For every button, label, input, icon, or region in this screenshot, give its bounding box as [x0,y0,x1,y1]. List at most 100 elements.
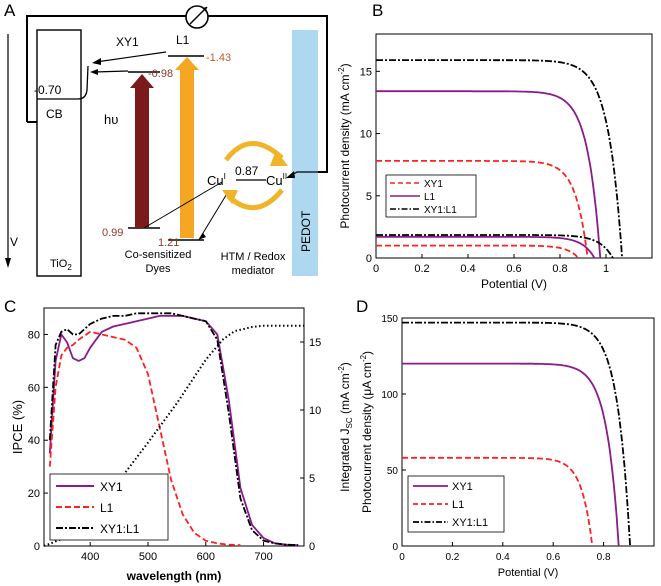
x-tick-label: 500 [139,551,157,563]
y-tick-label: 100 [381,390,398,401]
x-tick-label: 0.8 [552,263,567,275]
x-axis-label: Potential (V) [498,567,559,579]
cu2-label: CuII [266,172,287,188]
l1-dye-label: L1 [176,33,190,47]
panel-label-d: D [356,297,368,316]
y-tick-label: 15 [360,66,372,78]
y-axis-label: Photocurrent density (μA cm-2) [359,351,374,513]
y-tick-label: 40 [28,435,40,447]
htm-caption-line1: HTM / Redox [221,251,286,263]
series-line-l1 [376,90,602,259]
series-line-xy1-l1 [48,312,299,547]
pedot-block [292,30,318,276]
potential-axis-label: V [10,235,18,249]
panel-d-chart: D 0 0.2 0.4 0.6 0.8 0 50 100 150 Potential (V) P… [356,297,655,579]
plot-frame [375,33,653,259]
y-tick-label: 60 [28,382,40,394]
meter-needle-head [202,7,207,12]
series-line-integrated-jsc [43,324,304,547]
y2-tick-label: 10 [309,405,321,417]
redox-arrow-bottom-head [222,190,238,204]
l1-homo-value: 1.21 [158,237,179,249]
y-tick-label: 5 [366,191,372,203]
legend: XY1 L1 XY1:L1 [385,174,477,218]
y2-tick-label: 0 [309,541,315,553]
y-axis-label: IPCE (%) [10,400,25,454]
y2-tick-label: 5 [309,473,315,485]
pedot-to-redox-head [286,171,295,178]
x-tick-label: 0.6 [506,263,521,275]
l1-regeneration-head [198,233,206,240]
redox-arrow-top-head [270,150,288,166]
dyes-caption-line1: Co-sensitized [125,249,192,261]
y-axis-label: Photocurrent density (mA cm-2) [337,63,352,228]
legend-label-xy1: XY1 [452,481,473,493]
pedot-label: PEDOT [299,210,313,252]
y-tick-label: 50 [387,466,399,477]
xy1-injection-head [90,69,98,75]
x-tick-label: 0.2 [445,552,459,563]
xy1-lumo-value: -0.98 [148,68,173,80]
series-line-l1-dark- [376,235,596,259]
tio2-label: TiO2 [50,258,72,272]
x-axis-label: Potential (V) [481,277,547,291]
conduction-band-edge [37,65,89,100]
y2-axis-label: Integrated JSC (mA cm-2) [337,362,354,492]
legend: XY1 L1 XY1:L1 [49,473,169,541]
series-line-xy1-l1-dark- [376,234,614,259]
x-tick-label: 0 [373,263,379,275]
series-line-l1 [402,456,594,547]
series-line-xy1-l1 [402,321,631,547]
y2-tick-label: 15 [309,337,321,349]
redox-potential: 0.87 [235,164,259,178]
cb-level: -0.70 [34,83,62,97]
x-tick-label: 1 [603,263,609,275]
panel-label-b: B [372,1,383,20]
panel-label-a: A [4,1,16,20]
y-tick-label: 10 [360,129,372,141]
y-tick-label: 20 [28,488,40,500]
xy1-injection-arrow [93,70,129,73]
x-tick-label: 0.6 [546,552,560,563]
series-line-xy1 [402,362,620,547]
series-line-l1 [48,330,241,547]
series-line-xy1 [48,315,299,547]
x-tick-label: 0.8 [597,552,611,563]
legend-label-l1: L1 [424,192,436,203]
x-tick-label: 0.4 [496,552,510,563]
y-tick-label: 0 [366,253,372,265]
series-line-xy1-l1 [376,59,623,259]
tio2-block [36,29,82,277]
legend-label-xy1-l1: XY1:L1 [424,205,457,216]
x-tick-label: 0.4 [460,263,475,275]
series-line-xy1-dark- [376,244,580,259]
legend-label-xy1: XY1 [100,480,123,494]
y-tick-label: 80 [28,329,40,341]
xy1-regeneration-line [143,181,223,229]
legend-label-l1: L1 [452,499,464,511]
l1-lumo-value: -1.43 [206,52,231,64]
x-tick-label: 400 [81,551,99,563]
legend-label-xy1: XY1 [424,179,443,190]
xy1-dye-label: XY1 [116,35,139,49]
dyes-caption-line2: Dyes [145,263,171,275]
panel-label-c: C [4,297,16,316]
htm-caption-line2: mediator [232,265,275,277]
legend-label-l1: L1 [100,501,114,515]
l1-injection-arrow [95,51,167,63]
xy1-homo-value: 0.99 [102,227,123,239]
x-tick-label: 600 [197,551,215,563]
y-tick-label: 150 [381,314,398,325]
y-tick-label: 0 [34,541,40,553]
potential-axis-arrowhead [5,258,11,268]
series-line-xy1 [376,160,589,259]
x-tick-label: 0 [399,552,405,563]
y-tick-label: 0 [392,542,398,553]
cb-label: CB [46,107,63,121]
x-axis-label: wavelength (nm) [126,569,222,583]
l1-injection-head [92,58,101,65]
legend: XY1 L1 XY1:L1 [407,475,505,533]
cu1-label: CuI [207,172,226,188]
